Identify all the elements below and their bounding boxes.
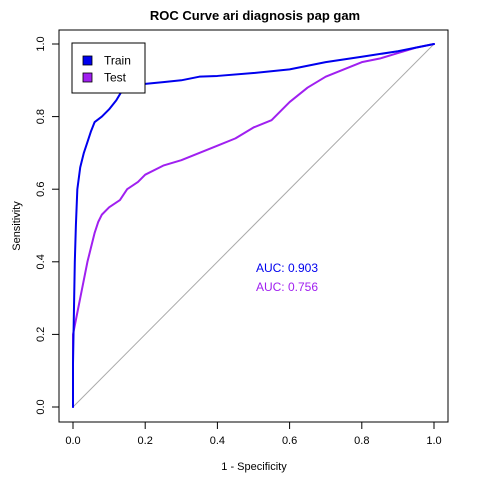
auc-label-train: AUC: 0.903 [256, 261, 318, 275]
x-tick-label: 0.4 [210, 435, 225, 447]
y-axis: 0.0 0.2 0.4 0.6 0.8 1.0 [35, 36, 60, 415]
legend-box [71, 42, 146, 94]
y-tick-label: 1.0 [35, 36, 47, 51]
legend-label-train: Train [104, 54, 131, 68]
x-axis: 0.0 0.2 0.4 0.6 0.8 1.0 [65, 421, 442, 447]
y-axis-label: Sensitivity [11, 201, 23, 251]
y-tick-label: 0.2 [35, 327, 47, 342]
y-tick-label: 0.8 [35, 109, 47, 124]
x-tick-label: 0.2 [138, 435, 153, 447]
y-tick-label: 0.0 [35, 399, 47, 414]
x-axis-label: 1 - Specificity [221, 461, 287, 473]
x-tick-label: 0.0 [65, 435, 80, 447]
diagonal-reference-line [72, 43, 435, 408]
legend-label-test: Test [104, 71, 127, 85]
auc-label-test: AUC: 0.756 [256, 280, 318, 294]
y-tick-label: 0.6 [35, 182, 47, 197]
legend-swatch-train [82, 55, 93, 66]
series-line-test [72, 43, 435, 408]
x-tick-label: 0.8 [354, 435, 369, 447]
x-tick-label: 1.0 [426, 435, 441, 447]
legend: Train Test [71, 42, 146, 94]
x-tick-label: 0.6 [282, 435, 297, 447]
chart-title: ROC Curve ari diagnosis pap gam [150, 8, 360, 23]
legend-swatch-test [82, 72, 93, 83]
y-tick-label: 0.4 [35, 254, 47, 269]
